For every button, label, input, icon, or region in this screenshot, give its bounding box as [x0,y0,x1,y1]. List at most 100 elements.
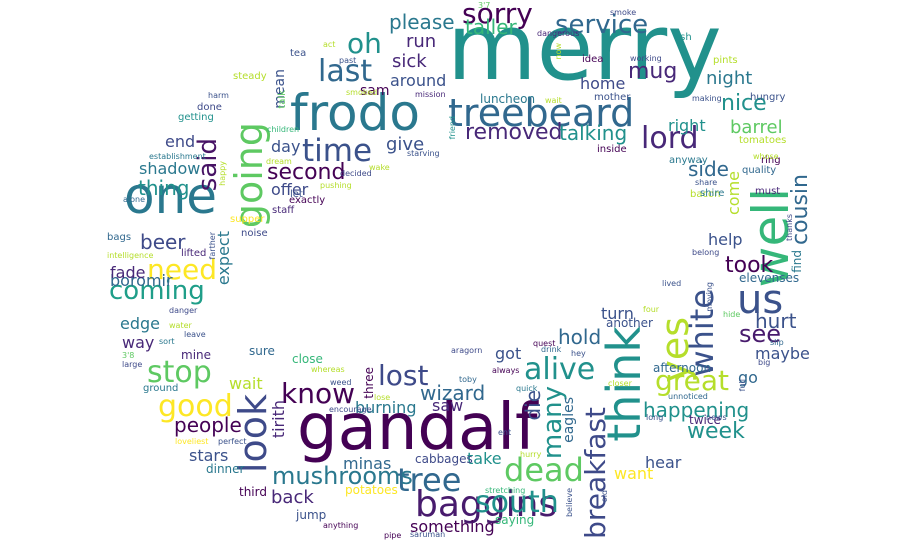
word-saying: saying [495,513,535,527]
word-steady: steady [233,71,267,82]
word-beer: beer [140,230,186,254]
word-establishment: establishment [149,152,206,161]
word-wizard: wizard [420,381,486,405]
word-ash: ash [674,32,692,43]
word-saw: saw [432,396,464,415]
word-whose: whose [753,152,779,161]
word-sort: sort [159,337,175,346]
word-lord: lord [641,121,699,156]
word-night: night [706,68,753,89]
word-pints: pints [713,55,738,66]
word-children: children [267,125,300,134]
word-great: great [655,364,730,397]
word-shire: shire [700,188,725,199]
word-hold: hold [558,325,602,349]
word-oh: oh [347,27,382,60]
word-happening: happening [643,398,750,422]
word-news: news [706,413,727,422]
word-four: four [643,305,660,314]
word-act: act [323,40,336,49]
word-way: way [122,333,155,352]
word-around: around [390,71,447,90]
word-must: must [755,186,781,197]
word-bacon: bacon [690,189,721,200]
word-hungry: hungry [750,92,786,103]
word-stars: stars [189,446,229,465]
word-big: big [758,358,771,367]
word-happy: happy [218,161,227,186]
word-getting: getting [178,112,214,123]
word-tree: tree [397,461,462,499]
word-making: making [692,94,722,103]
word-people: people [174,413,242,437]
word-slip: slip [770,338,784,347]
word-dinner: dinner [206,462,245,476]
word-hear: hear [645,453,682,472]
word-coming: coming [109,276,205,306]
word-talking: talking [559,121,628,145]
word-water: water [169,321,192,330]
word-supper: supper [230,214,265,225]
word-us: us [737,277,784,323]
word-twice: twice [689,413,721,427]
word-mother: mother [594,92,631,103]
word-quick: quick [516,384,538,393]
word-potatoes: potatoes [345,483,398,497]
word-mission: mission [415,90,446,99]
word-noise: noise [241,228,268,239]
word-intelligence: intelligence [107,251,154,260]
word-frodo: frodo [290,84,420,142]
word-aragorn: aragorn [451,346,483,355]
word-fade: fade [110,263,146,282]
word-thanks: thanks [785,214,794,241]
word-eagles: eagles [561,397,577,443]
word-come: come [724,171,743,216]
word-cabbages: cabbages [415,452,473,466]
word-treebeard: treebeard [448,91,635,135]
word-take: take [467,449,502,468]
word-jump: jump [296,508,327,522]
word-wake: wake [369,163,390,172]
word-last: last [318,54,373,89]
word-perfect: perfect [218,437,247,446]
word-exactly: exactly [289,195,326,206]
word-know: know [281,377,355,410]
word-elevenses: elevenses [739,271,800,285]
word-full: full [738,379,747,392]
word-gandalf: gandalf [297,391,538,465]
word-believe: believe [565,488,574,518]
word-inside: inside [597,144,627,155]
word-danger: danger [169,306,198,315]
word-third: third [239,485,267,499]
word-staff: staff [272,205,295,216]
word-lived: lived [662,279,682,288]
word-decided: decided [340,169,372,178]
word-turn: turn [601,304,634,323]
word-starving: starving [407,149,440,158]
word-farther: farther [208,232,217,260]
word-tea: tea [290,48,307,59]
word-friend: friend [448,116,457,140]
word-saruman: saruman [410,530,446,539]
word-smoked: smoked [346,88,378,97]
word-pushing: pushing [320,181,352,190]
word-dream: dream [266,157,292,166]
word-run: run [406,31,437,52]
word-bags: bags [107,232,132,243]
word-closer: closer [608,379,632,388]
word-mug: mug [628,59,678,84]
word-past: past [339,56,357,65]
word-second: second [267,160,346,185]
word-loveliest: loveliest [175,437,209,446]
word-dangerous: dangerous [537,29,580,38]
word-hurry: hurry [520,450,542,459]
word-end: end [165,132,196,151]
word-shadow: shadow [139,159,201,178]
word-something: something [410,517,495,536]
word-ground: ground [143,383,179,394]
word-wait: wait [545,96,562,105]
word-want: want [614,464,654,483]
word-edge: edge [120,314,160,333]
word-took: took [725,253,774,278]
